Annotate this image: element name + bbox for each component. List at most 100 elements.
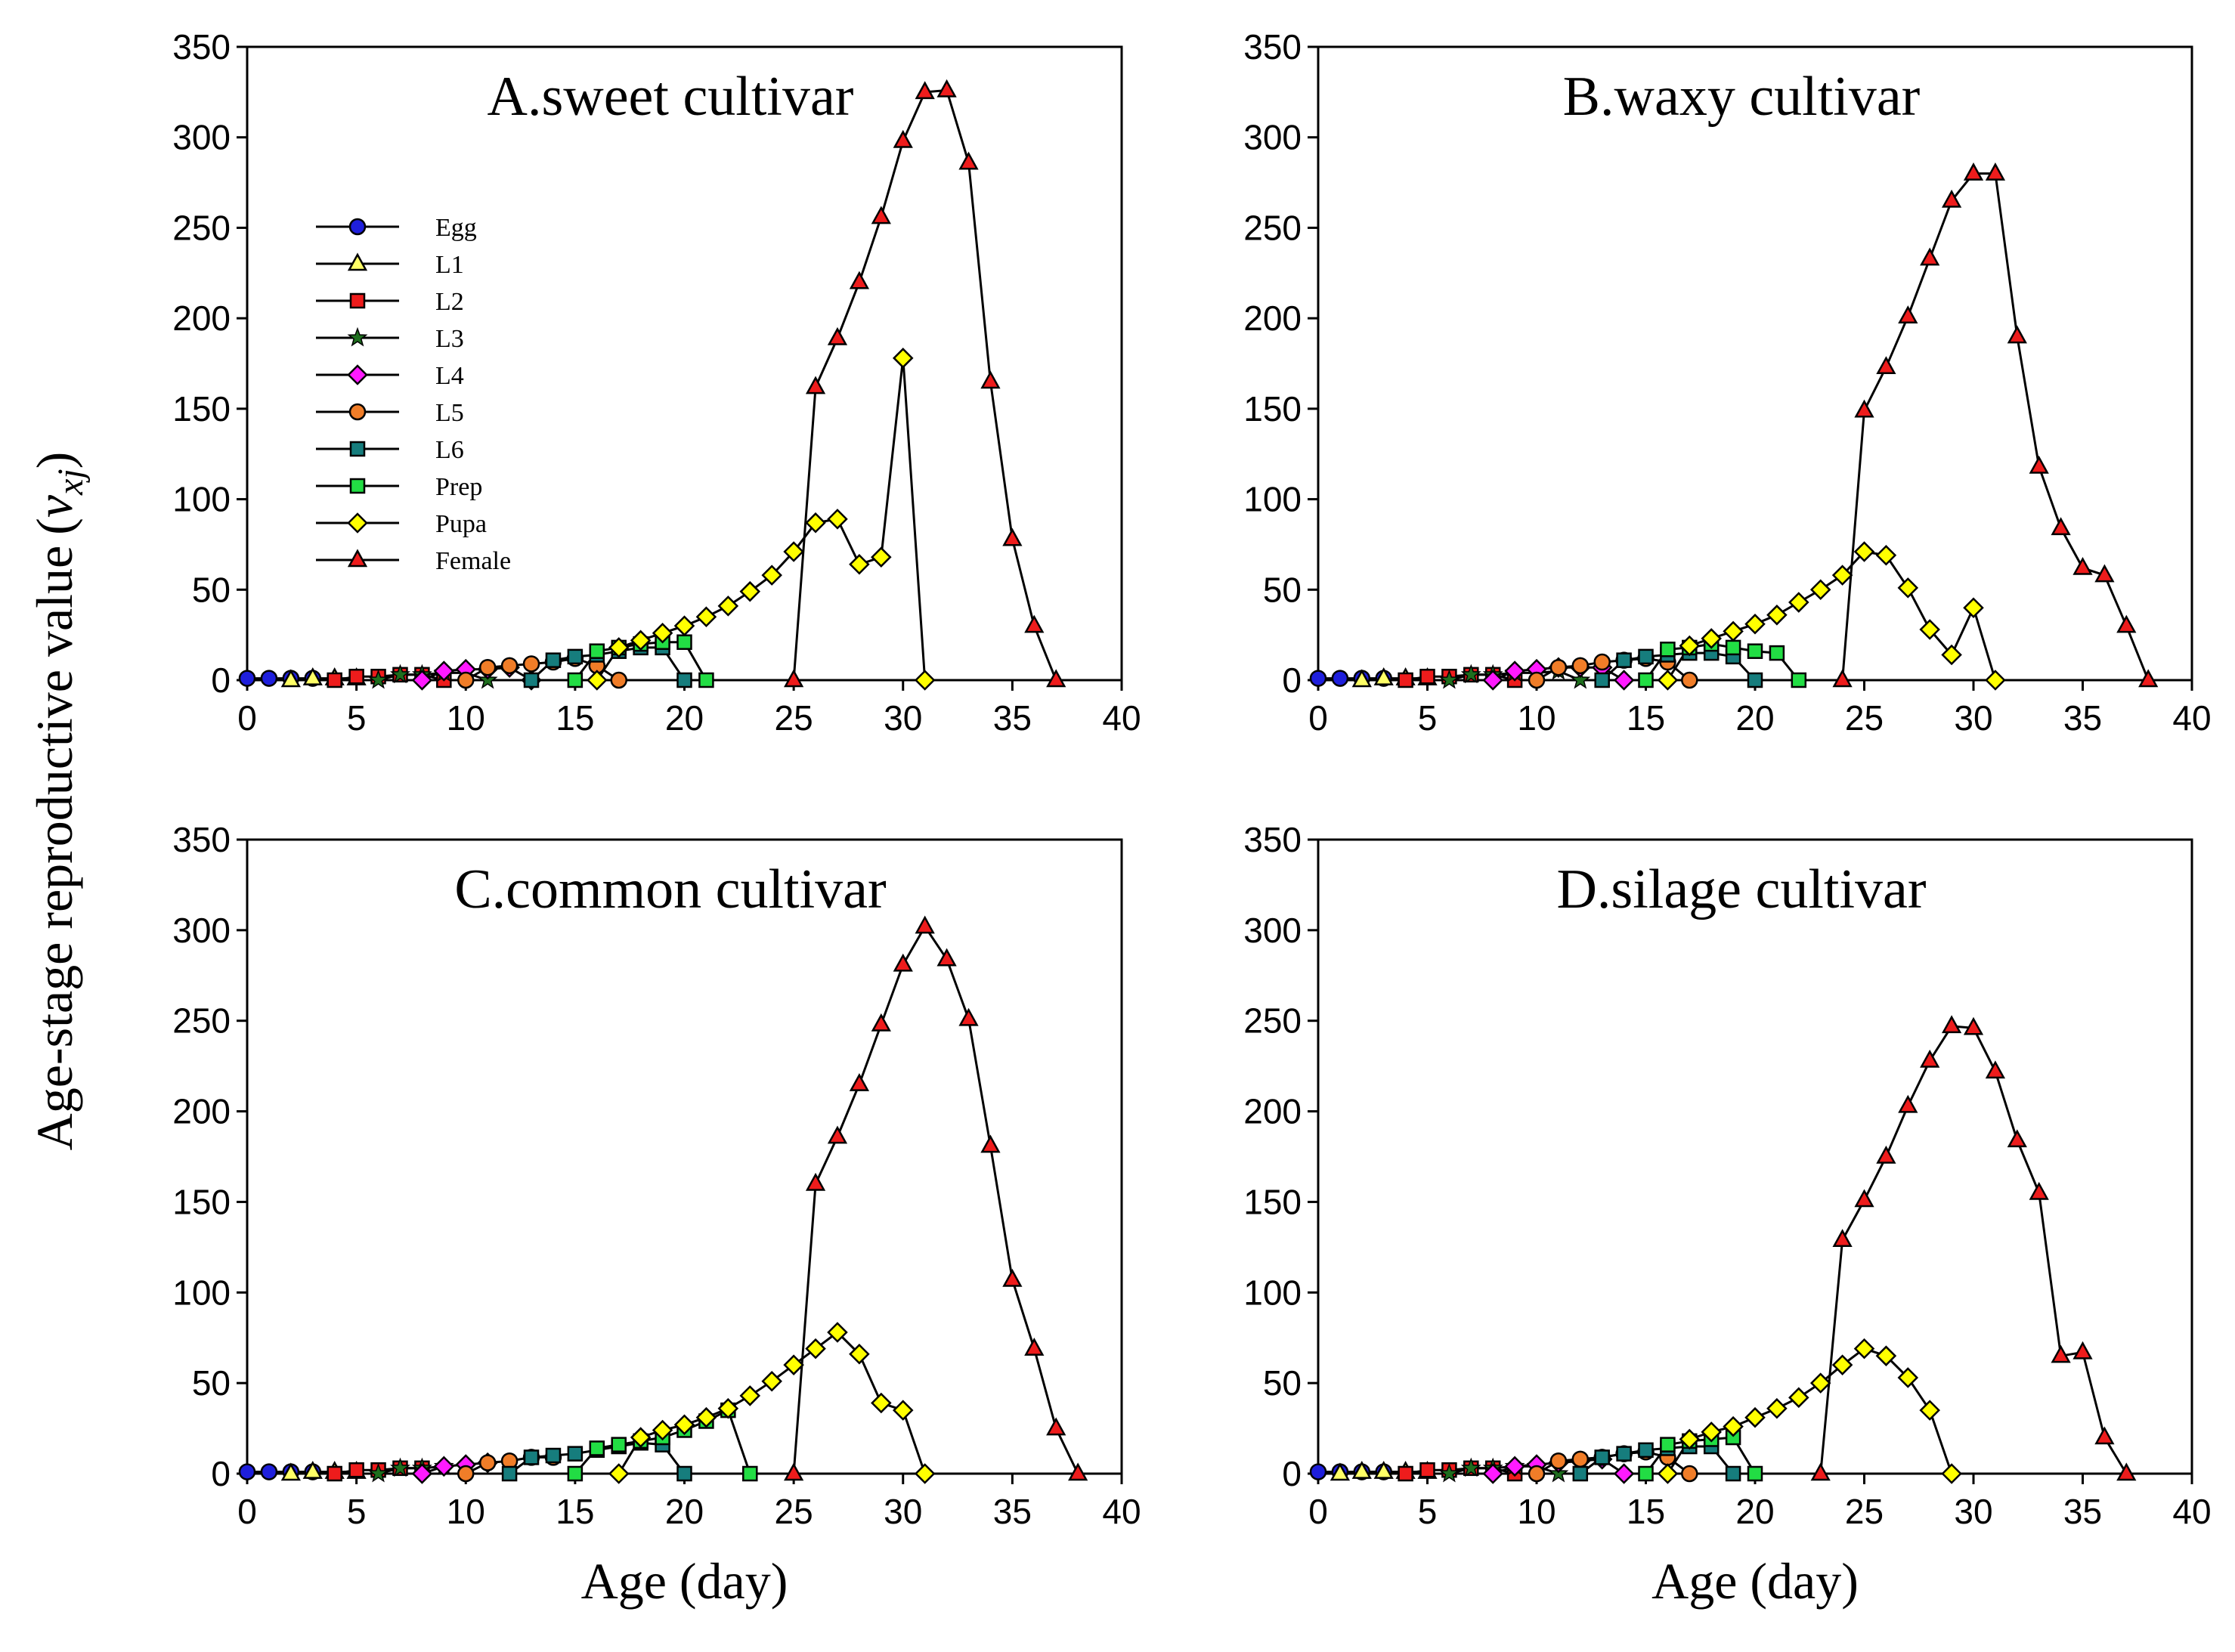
legend-label: L5 [435,399,464,427]
data-point [587,670,608,691]
x-tick-label: 40 [2172,1492,2211,1531]
y-tick-label: 0 [211,660,231,700]
data-point [805,1338,826,1360]
data-point [871,206,891,224]
data-point [545,652,562,668]
data-point [1920,247,1940,266]
y-tick-label: 350 [1243,27,1302,67]
y-tick-label: 100 [1243,1273,1302,1312]
x-tick-label: 5 [347,698,367,738]
data-point [827,509,848,530]
data-point [1638,648,1654,665]
y-tick-label: 100 [172,480,231,519]
data-point [611,1437,627,1452]
data-point [302,667,323,685]
data-point [2029,1181,2049,1200]
markers-female [784,79,1066,688]
series-female [1819,1025,2128,1474]
data-point [695,606,717,627]
data-point [1309,1463,1327,1480]
markers-pupa [1657,1338,1962,1484]
data-point [1594,672,1610,688]
data-point [1482,1463,1503,1484]
x-tick-label: 0 [237,1492,257,1531]
data-point [784,669,804,688]
y-tick-label: 200 [1243,299,1302,338]
markers-pupa [587,348,936,691]
data-point [368,669,389,689]
data-point [2116,1462,2137,1481]
data-point [783,1354,804,1375]
data-point [1351,1461,1372,1479]
y-tick-label: 50 [192,570,231,609]
legend-entry-l4: L4 [316,362,464,390]
markers-pupa [608,1322,936,1484]
data-point [849,271,870,289]
x-tick-label: 20 [665,1492,704,1531]
data-point [1438,669,1460,689]
data-point [1438,1462,1460,1483]
legend-label: Female [435,547,511,575]
data-point [1897,1367,1919,1388]
x-tick-label: 5 [1418,1492,1438,1531]
data-point [893,129,913,148]
y-axis-title: Age-stage reproductive value(vxj) [26,452,91,1151]
panel-2: 0 50 100 150 200 250 300 350 0 5 10 15 20 25 30 35 40 B.w… [1243,27,2211,738]
data-point [1810,1462,1831,1481]
data-point [1788,592,1809,613]
data-point [676,672,692,688]
panel-1: 0 50 100 150 200 250 300 350 0 5 10 15 20 25 30 35 40 A.s… [172,27,1141,738]
data-point [1330,1462,1351,1481]
data-point [1875,545,1897,566]
data-point [1747,672,1763,688]
y-tick-label: 350 [1243,820,1302,859]
x-tick-label: 25 [775,698,813,738]
data-point [478,658,497,676]
x-tick-label: 30 [884,698,922,738]
data-point [783,541,804,562]
data-point [348,1462,364,1478]
data-point [1898,1094,1918,1113]
data-point [1638,1465,1654,1482]
data-point [1571,657,1590,675]
data-point [676,1465,692,1482]
data-point [1593,653,1611,671]
series-line [421,1462,488,1475]
markers-female [784,915,1088,1481]
x-tick-label: 0 [1308,1492,1328,1531]
y-tick-label: 150 [172,389,231,428]
data-point [1679,635,1701,657]
data-point [980,1134,1001,1153]
data-point [1701,1422,1722,1443]
data-point [1725,639,1741,656]
data-point [1002,527,1023,546]
data-point [348,668,364,685]
data-point [1549,1452,1568,1470]
data-point [1809,579,1831,601]
data-point [739,1385,761,1406]
data-point [630,630,652,651]
data-point [1723,1415,1744,1437]
y-tick-label: 350 [172,27,231,67]
data-point [1309,670,1327,687]
data-point [2072,1341,2093,1360]
data-point [1398,1465,1413,1482]
x-axis-title: Age (day) [581,1552,788,1610]
data-point [1809,1372,1831,1394]
data-point [1331,670,1349,687]
data-point [936,948,957,967]
legend-entry-l5: L5 [316,399,464,427]
legend-marker [348,403,367,421]
data-point [2094,564,2115,583]
data-point [545,1447,562,1464]
data-point [1638,672,1654,688]
data-point [1373,1461,1394,1479]
plot-frame [1317,838,2193,1475]
y-tick-label: 250 [1243,208,1302,247]
data-point [1419,1462,1435,1478]
x-tick-label: 0 [1308,698,1328,738]
x-tick-label: 35 [993,698,1032,738]
y-tick-label: 50 [1263,1363,1302,1403]
x-tick-label: 0 [237,698,257,738]
data-point [1744,1406,1766,1428]
